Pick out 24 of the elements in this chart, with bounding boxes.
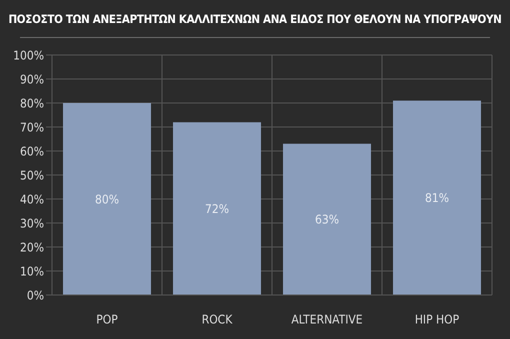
y-tick-label: 90% [20, 72, 44, 86]
y-tick-label: 70% [20, 120, 44, 134]
y-tick-label: 30% [20, 216, 44, 230]
y-tick-label: 50% [20, 168, 44, 182]
data-label: 80% [95, 192, 119, 206]
data-label: 63% [315, 212, 339, 227]
y-tick-label: 40% [20, 192, 44, 206]
y-tick-label: 80% [20, 96, 44, 110]
data-label: 81% [425, 191, 449, 206]
bar [63, 103, 151, 295]
y-tick-label: 20% [20, 240, 44, 254]
x-tick-label: ROCK [202, 312, 234, 327]
y-tick-label: 60% [20, 144, 44, 158]
y-tick-label: 10% [20, 264, 44, 278]
bar [393, 100, 481, 295]
x-tick-label: ALTERNATIVE [291, 312, 363, 327]
y-tick-label: 0% [26, 288, 44, 302]
bar [173, 122, 261, 295]
bar [283, 144, 371, 295]
y-tick-label: 100% [13, 48, 44, 62]
x-tick-label: HIP HOP [414, 312, 460, 327]
x-tick-label: POP [96, 312, 118, 327]
data-label: 72% [205, 202, 229, 216]
chart-title: ΠΟΣΟΣΤΟ ΤΩΝ ΑΝΕΞΑΡΤΗΤΩΝ ΚΑΛΛΙΤΕΧΝΩΝ ΑΝΑ ΕΙΔΟΣ ΠΟΥ ΘΕΛΟΥΝ ΝΑ ΥΠΟΓΡΑΨΟΥΝ [7, 12, 503, 26]
